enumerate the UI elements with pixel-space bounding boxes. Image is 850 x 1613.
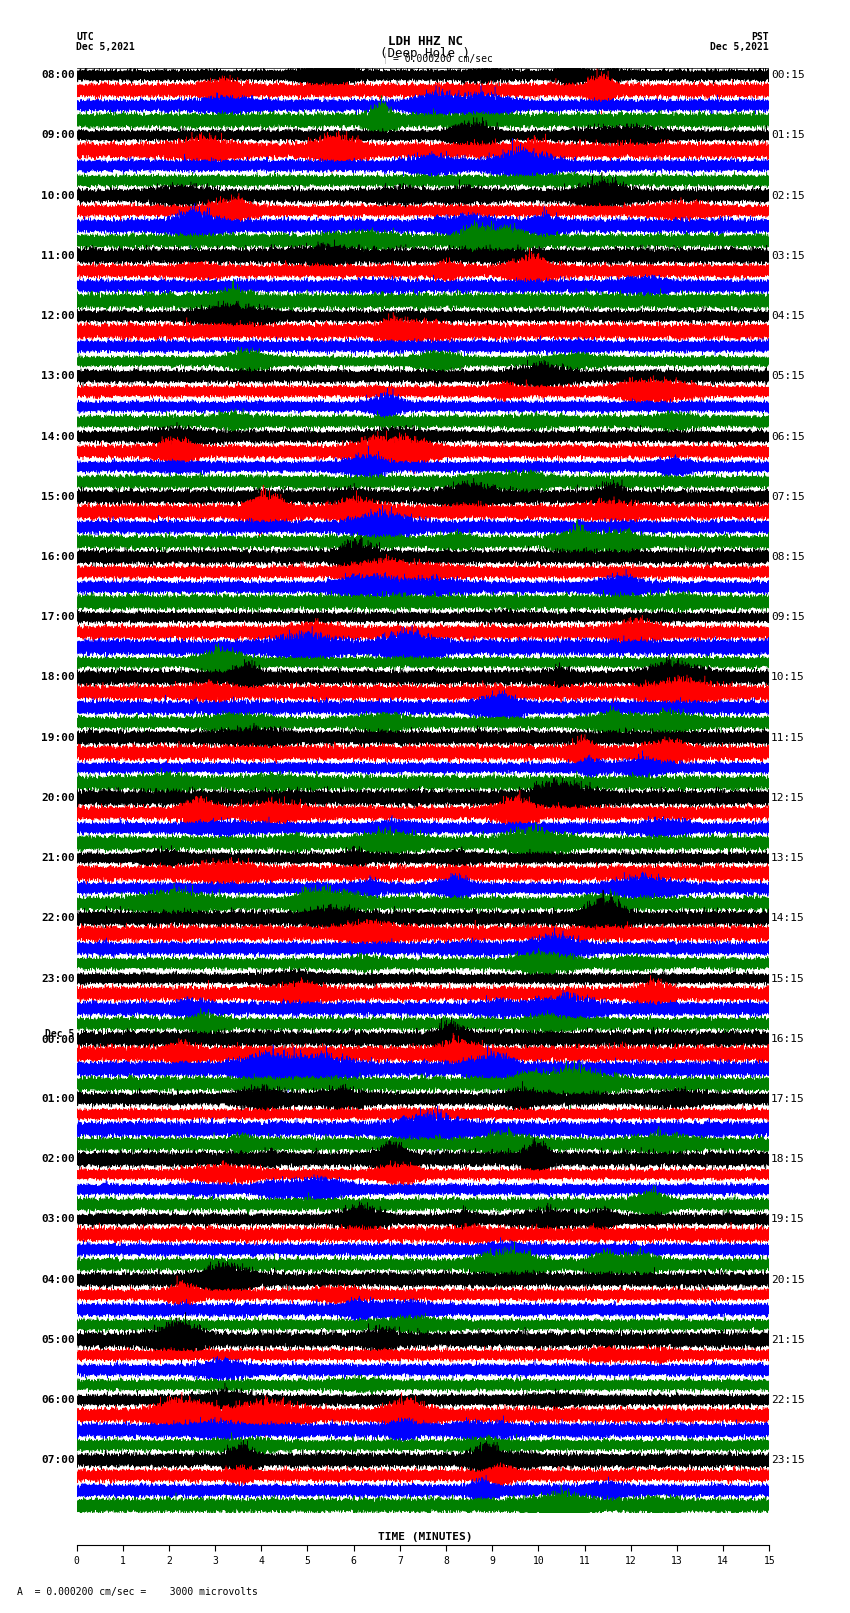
Text: 07:00: 07:00	[41, 1455, 75, 1465]
Text: 22:15: 22:15	[771, 1395, 805, 1405]
Text: 20:15: 20:15	[771, 1274, 805, 1284]
Text: 00:00: 00:00	[41, 1036, 75, 1045]
Text: 11:15: 11:15	[771, 732, 805, 742]
Text: 04:00: 04:00	[41, 1274, 75, 1284]
Text: 22:00: 22:00	[41, 913, 75, 923]
Text: 02:15: 02:15	[771, 190, 805, 200]
Text: 12:00: 12:00	[41, 311, 75, 321]
Text: UTC: UTC	[76, 32, 94, 42]
Text: A  = 0.000200 cm/sec =    3000 microvolts: A = 0.000200 cm/sec = 3000 microvolts	[17, 1587, 258, 1597]
Text: 17:15: 17:15	[771, 1094, 805, 1103]
Text: 10:00: 10:00	[41, 190, 75, 200]
Text: 04:15: 04:15	[771, 311, 805, 321]
Text: 05:15: 05:15	[771, 371, 805, 381]
Text: 03:00: 03:00	[41, 1215, 75, 1224]
Text: 23:15: 23:15	[771, 1455, 805, 1465]
Text: 18:00: 18:00	[41, 673, 75, 682]
Text: 15:15: 15:15	[771, 974, 805, 984]
Text: 09:00: 09:00	[41, 131, 75, 140]
Text: 23:00: 23:00	[41, 974, 75, 984]
Text: 00:15: 00:15	[771, 71, 805, 81]
Text: 20:00: 20:00	[41, 794, 75, 803]
Text: 14:15: 14:15	[771, 913, 805, 923]
Text: 06:15: 06:15	[771, 432, 805, 442]
Text: = 0.000200 cm/sec: = 0.000200 cm/sec	[393, 53, 493, 65]
Text: Dec 5: Dec 5	[45, 1029, 75, 1039]
Text: 16:00: 16:00	[41, 552, 75, 561]
Text: 02:00: 02:00	[41, 1155, 75, 1165]
Text: 18:15: 18:15	[771, 1155, 805, 1165]
Text: 21:00: 21:00	[41, 853, 75, 863]
Text: 11:00: 11:00	[41, 252, 75, 261]
Text: 06:00: 06:00	[41, 1395, 75, 1405]
Text: 19:15: 19:15	[771, 1215, 805, 1224]
Text: 07:15: 07:15	[771, 492, 805, 502]
Text: 03:15: 03:15	[771, 252, 805, 261]
Text: 01:00: 01:00	[41, 1094, 75, 1103]
Text: Dec 5,2021: Dec 5,2021	[711, 42, 769, 52]
Text: 17:00: 17:00	[41, 613, 75, 623]
Text: 13:15: 13:15	[771, 853, 805, 863]
Text: 09:15: 09:15	[771, 613, 805, 623]
Text: TIME (MINUTES): TIME (MINUTES)	[377, 1532, 473, 1542]
Text: 05:00: 05:00	[41, 1336, 75, 1345]
Text: 08:15: 08:15	[771, 552, 805, 561]
Text: 14:00: 14:00	[41, 432, 75, 442]
Text: 21:15: 21:15	[771, 1336, 805, 1345]
Text: 10:15: 10:15	[771, 673, 805, 682]
Text: 13:00: 13:00	[41, 371, 75, 381]
Text: 01:15: 01:15	[771, 131, 805, 140]
Text: 15:00: 15:00	[41, 492, 75, 502]
Text: LDH HHZ NC: LDH HHZ NC	[388, 35, 462, 48]
Text: 16:15: 16:15	[771, 1034, 805, 1044]
Text: 08:00: 08:00	[41, 71, 75, 81]
Text: 19:00: 19:00	[41, 732, 75, 742]
Text: Dec 5,2021: Dec 5,2021	[76, 42, 135, 52]
Text: PST: PST	[751, 32, 769, 42]
Text: 12:15: 12:15	[771, 794, 805, 803]
Text: (Deep Hole ): (Deep Hole )	[380, 47, 470, 60]
